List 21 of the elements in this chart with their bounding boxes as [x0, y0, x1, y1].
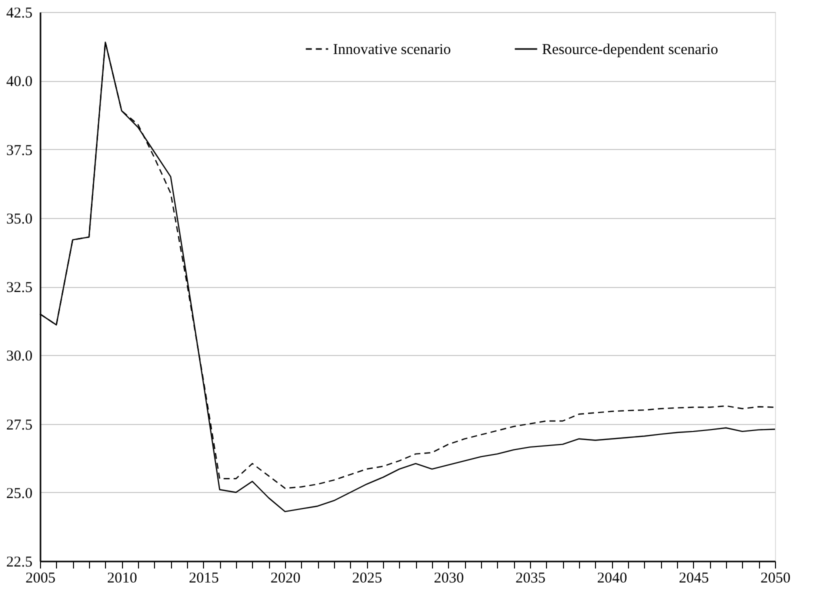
x-tick-label: 2005 — [26, 570, 56, 586]
x-tick-label: 2050 — [760, 570, 790, 586]
y-tick-label: 22.5 — [6, 554, 32, 570]
x-tick-label: 2040 — [597, 570, 628, 586]
x-tick-label: 2025 — [352, 570, 382, 586]
y-tick-label: 42.5 — [6, 6, 32, 22]
legend-label: Innovative scenario — [333, 42, 451, 58]
y-tick-label: 27.5 — [6, 417, 32, 434]
x-tick-label: 2020 — [270, 570, 300, 586]
y-tick-label: 40.0 — [6, 74, 32, 90]
legend-label: Resource-dependent scenario — [542, 42, 718, 58]
x-tick-label: 2015 — [188, 570, 219, 586]
y-tick-label: 25.0 — [6, 486, 32, 502]
x-tick-label: 2045 — [678, 570, 709, 586]
x-tick-label: 2035 — [516, 570, 546, 586]
y-tick-label: 35.0 — [6, 211, 32, 228]
y-tick-label: 30.0 — [6, 348, 32, 365]
y-tick-label: 32.5 — [6, 280, 32, 296]
x-tick-label: 2030 — [434, 570, 464, 586]
y-tick-label: 37.5 — [6, 142, 32, 159]
x-tick-label: 2010 — [107, 570, 138, 586]
